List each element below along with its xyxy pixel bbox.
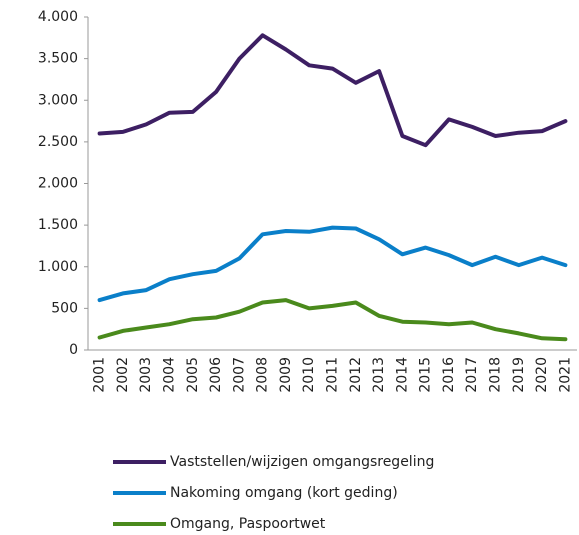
y-tick-label: 2.500 [38,134,78,150]
x-tick-label: 2009 [278,357,294,393]
x-tick-label: 2017 [464,357,480,393]
y-tick-label: 4.000 [38,9,78,25]
y-tick-label: 3.000 [38,92,78,108]
x-tick-label: 2013 [371,357,387,393]
y-tick-label: 1.000 [38,259,78,275]
x-tick-label: 2001 [92,357,108,393]
x-tick-label: 2018 [488,357,504,393]
y-tick-label: 3.500 [38,51,78,67]
x-tick-label: 2004 [162,357,178,393]
x-tick-label: 2019 [511,357,527,393]
legend-label: Vaststellen/wijzigen omgangsregeling [170,454,434,470]
x-tick-label: 2010 [301,357,317,393]
x-tick-label: 2015 [418,357,434,393]
x-tick-label: 2005 [185,357,201,393]
x-tick-label: 2011 [325,357,341,393]
x-tick-label: 2002 [115,357,131,393]
x-tick-label: 2012 [348,357,364,393]
legend-label: Nakoming omgang (kort geding) [170,485,398,501]
x-tick-label: 2003 [138,357,154,393]
x-tick-label: 2007 [231,357,247,393]
x-tick-label: 2021 [557,357,573,393]
y-tick-label: 0 [69,342,78,358]
y-tick-label: 2.000 [38,176,78,192]
x-tick-label: 2008 [255,357,271,393]
x-tick-label: 2016 [441,357,457,393]
y-tick-label: 1.500 [38,217,78,233]
x-tick-label: 2006 [208,357,224,393]
series-line [97,33,568,148]
x-tick-label: 2020 [534,357,550,393]
series-line [97,225,568,303]
legend-label: Omgang, Paspoortwet [170,516,326,532]
x-tick-label: 2014 [394,357,410,393]
y-tick-label: 500 [51,300,78,316]
series-line [97,298,568,342]
